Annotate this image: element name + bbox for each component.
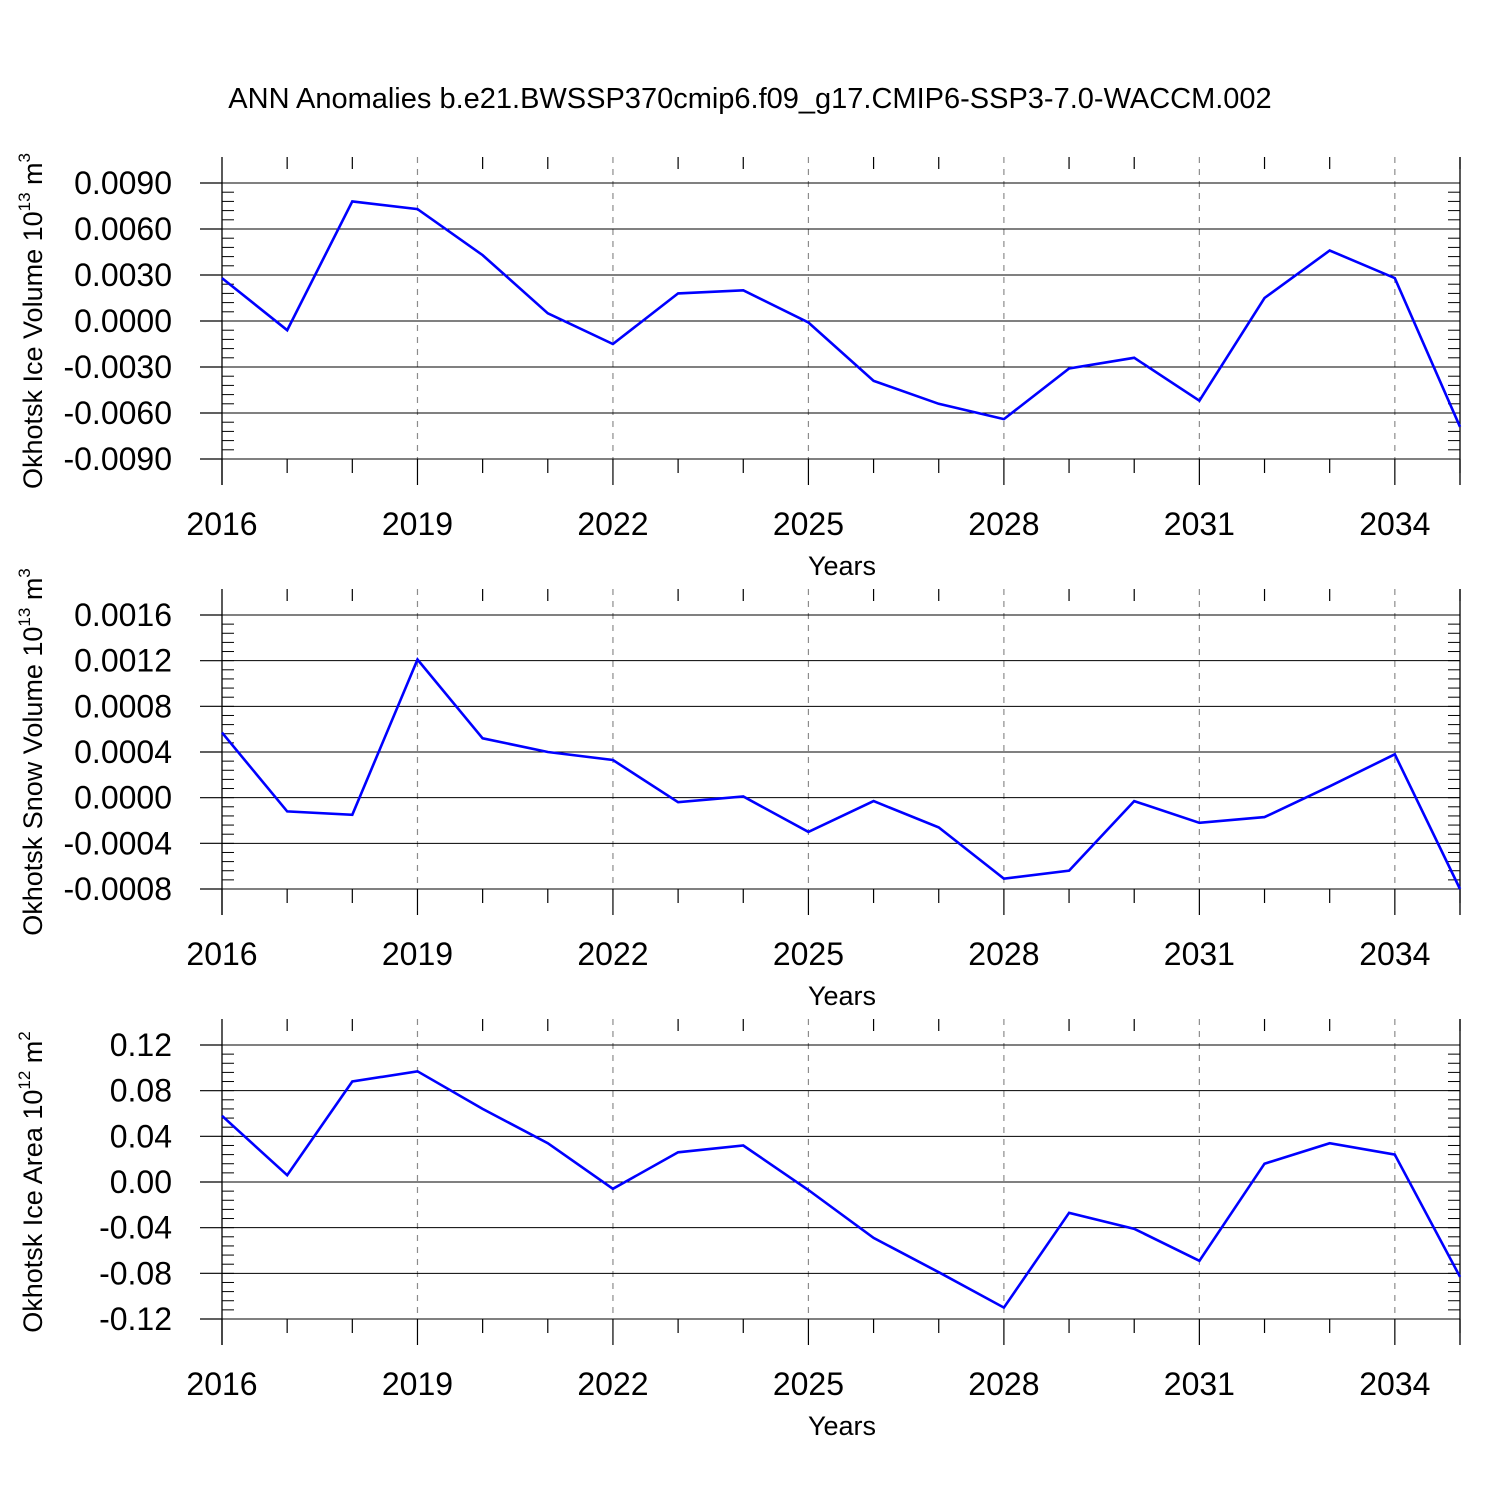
series-line (220, 657, 1462, 890)
series-line (221, 1069, 1462, 1310)
x-tick-label: 2019 (382, 936, 453, 972)
y-axis-label: Okhotsk Snow Volume 1013 m3 (15, 568, 48, 936)
chart-panel-1: 0.0090 0.0060 0.0030 0.0000 -0.0030 -0.0060 -0… (15, 153, 1462, 581)
y-tick-label: -0.0004 (63, 825, 172, 861)
x-tick-label: 2022 (577, 1366, 648, 1402)
series-line (221, 200, 1462, 428)
y-tick-label: -0.0008 (63, 871, 172, 907)
y-tick-label: 0.0012 (74, 643, 172, 679)
x-axis-label: Years (808, 981, 876, 1011)
y-tick-label: 0.0060 (74, 211, 172, 247)
chart-panel-3: 0.12 0.08 0.04 0.00 -0.04 -0.08 -0.12 2016 2019 2… (15, 1019, 1462, 1441)
y-axis-label: Okhotsk Ice Volume 1013 m3 (15, 153, 48, 489)
y-tick-label: 0.0090 (74, 165, 172, 201)
x-tick-label: 2028 (968, 936, 1039, 972)
x-tick-label: 2025 (773, 506, 844, 542)
x-tick-label: 2019 (382, 1366, 453, 1402)
x-tick-label: 2028 (968, 1366, 1039, 1402)
y-tick-label: 0.0016 (74, 597, 172, 633)
x-axis-label: Years (808, 1411, 876, 1441)
y-tick-label: 0.0030 (74, 257, 172, 293)
x-tick-label: 2031 (1164, 506, 1235, 542)
y-tick-label: 0.00 (110, 1164, 172, 1200)
x-tick-label: 2028 (968, 506, 1039, 542)
x-tick-label: 2031 (1164, 1366, 1235, 1402)
x-tick-label: 2016 (186, 936, 257, 972)
x-tick-label: 2022 (577, 506, 648, 542)
x-tick-label: 2016 (186, 506, 257, 542)
y-tick-label: 0.0008 (74, 688, 172, 724)
y-tick-label: 0.08 (110, 1073, 172, 1109)
y-tick-label: -0.08 (99, 1255, 172, 1291)
y-tick-label: -0.0060 (63, 395, 172, 431)
x-tick-label: 2034 (1359, 506, 1430, 542)
y-tick-label: 0.0004 (74, 734, 172, 770)
y-tick-label: 0.0000 (74, 780, 172, 816)
y-tick-label: 0.12 (110, 1027, 172, 1063)
x-tick-label: 2025 (773, 936, 844, 972)
y-tick-label: -0.04 (99, 1210, 172, 1246)
x-tick-label: 2034 (1359, 1366, 1430, 1402)
figure-title: ANN Anomalies b.e21.BWSSP370cmip6.f09_g1… (228, 83, 1271, 115)
chart-panel-2: 0.0016 0.0012 0.0008 0.0004 0.0000 -0.0004 -0.… (15, 568, 1462, 1011)
x-axis-label: Years (808, 551, 876, 581)
y-tick-label: -0.0030 (63, 349, 172, 385)
x-tick-label: 2016 (186, 1366, 257, 1402)
x-tick-label: 2022 (577, 936, 648, 972)
chart-panels: 0.0090 0.0060 0.0030 0.0000 -0.0030 -0.0060 -0… (15, 153, 1462, 1441)
y-axis-label: Okhotsk Ice Area 1012 m2 (15, 1031, 48, 1333)
y-tick-label: -0.0090 (63, 441, 172, 477)
x-tick-label: 2019 (382, 506, 453, 542)
x-tick-label: 2031 (1164, 936, 1235, 972)
y-tick-label: 0.04 (110, 1118, 172, 1154)
y-tick-label: -0.12 (99, 1301, 172, 1337)
y-tick-label: 0.0000 (74, 303, 172, 339)
x-tick-label: 2025 (773, 1366, 844, 1402)
x-tick-label: 2034 (1359, 936, 1430, 972)
